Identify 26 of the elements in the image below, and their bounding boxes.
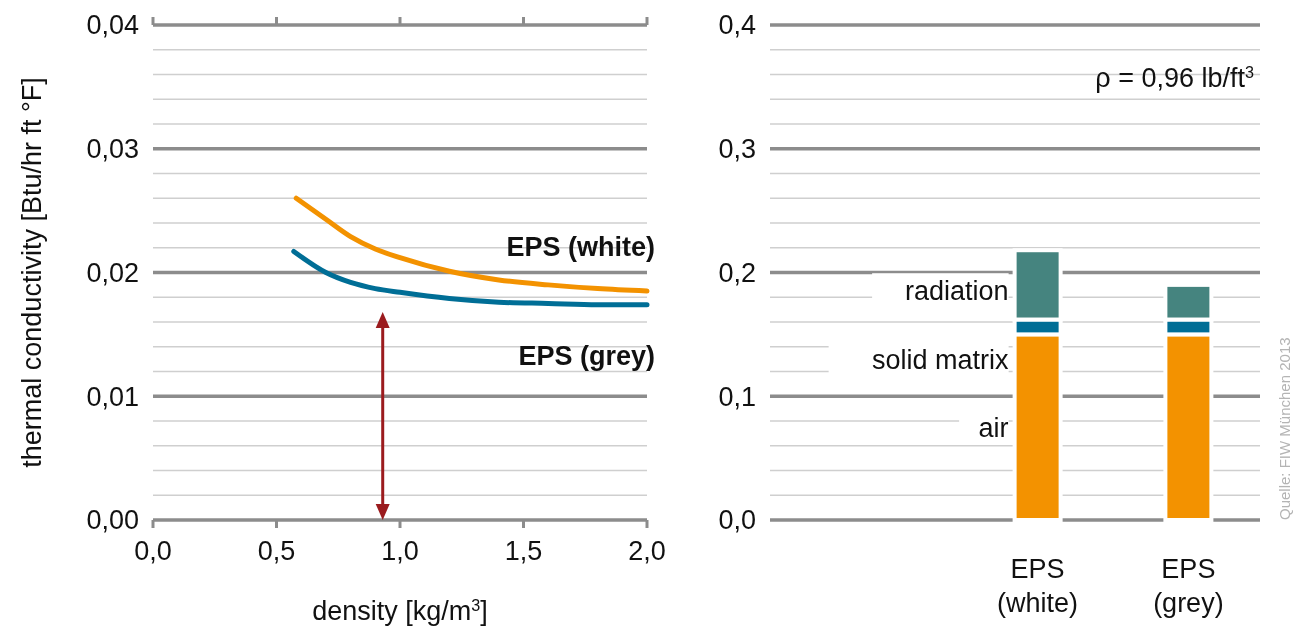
y-tick-label: 0,04: [86, 10, 139, 41]
y-tick-label: 0,0: [718, 505, 756, 536]
x-tick-label: 0,0: [134, 536, 172, 566]
x-tick-label: 0,5: [257, 536, 296, 566]
y-tick-label: 0,1: [718, 381, 756, 412]
x-tick-label: 1,0: [381, 536, 419, 566]
annotation: ρ = 0,96 lb/ft$^{3}$: [1095, 63, 1254, 93]
series-label: EPS (white): [506, 232, 655, 263]
y-tick-label: 0,00: [86, 505, 139, 536]
series-label: EPS (grey): [518, 340, 655, 371]
y-tick-label: 0,2: [718, 257, 756, 288]
x-tick-label: EPS (grey): [1153, 554, 1224, 618]
y-tick-label: 0,02: [86, 257, 139, 288]
x-axis-title: density [kg/m$^{3}$]: [312, 596, 488, 626]
y-tick-label: 0,4: [718, 10, 756, 41]
y-tick-label: 0,3: [718, 134, 756, 165]
series-label: solid matrix: [872, 344, 1010, 375]
x-tick-label: 1,5: [504, 536, 543, 566]
y-tick-label: 0,03: [86, 134, 139, 165]
source-note: Quelle: FIW München 2013: [1276, 337, 1293, 520]
series-label: radiation: [905, 275, 1009, 306]
y-tick-label: 0,01: [86, 381, 139, 412]
x-tick-label: 2,0: [628, 536, 666, 566]
series-label: air: [978, 412, 1009, 443]
x-tick-label: EPS (white): [997, 554, 1079, 618]
y-axis-title: thermal conductivity [Btu/hr ft °F]: [17, 77, 47, 468]
